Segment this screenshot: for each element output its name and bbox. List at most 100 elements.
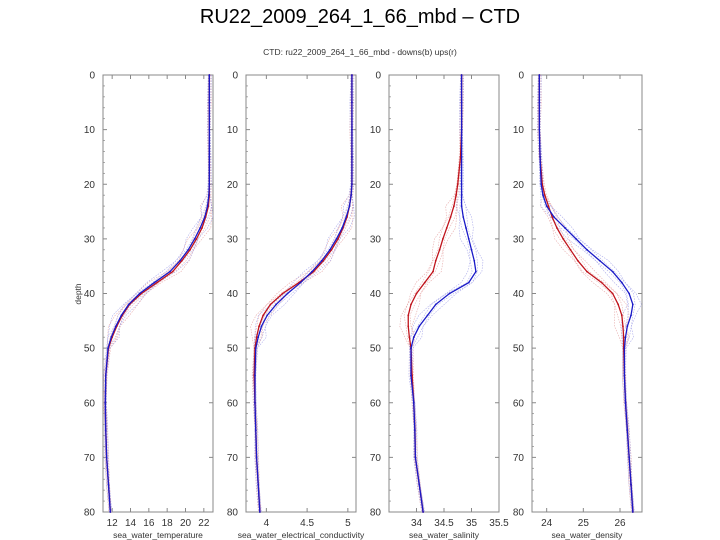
series-point-up	[208, 156, 211, 158]
series-point-up	[434, 303, 437, 306]
series-point-up	[169, 270, 171, 273]
y-tick-label: 20	[370, 180, 382, 191]
x-tick-label: 4.5	[300, 518, 314, 529]
series-point-up	[335, 237, 338, 240]
series-point-up	[624, 401, 627, 404]
series-point-down	[415, 292, 418, 295]
series-point-up	[470, 248, 473, 251]
series-point-up	[626, 325, 629, 328]
series-point-up	[208, 128, 211, 131]
series-line-down	[253, 75, 353, 513]
series-line-up	[104, 75, 210, 513]
series-point-up	[542, 194, 544, 197]
series-point-up	[257, 483, 260, 486]
x-tick-label: 25	[578, 518, 590, 529]
series-point-up	[623, 374, 626, 377]
series-point-up	[553, 216, 555, 218]
series-point-up	[465, 227, 467, 229]
series-point-up	[138, 292, 141, 295]
y-tick-label: 30	[513, 234, 525, 245]
series-point-up	[545, 205, 548, 208]
series-point-down	[330, 248, 333, 251]
series-point-up	[631, 511, 634, 513]
series-line-up	[410, 75, 477, 513]
series-envelope-down	[254, 74, 354, 513]
series-envelope-down	[539, 74, 635, 513]
series-point-up	[286, 292, 289, 295]
series-envelope-up	[537, 74, 633, 513]
x-axis-label: sea_water_salinity	[409, 530, 480, 540]
series-point-up	[575, 237, 577, 240]
series-point-down	[258, 325, 260, 328]
series-point-up	[467, 237, 470, 240]
series-point-up	[187, 248, 190, 251]
series-point-up	[460, 156, 463, 158]
y-tick-label: 70	[84, 453, 96, 464]
series-point-down	[408, 336, 411, 339]
series-point-up	[448, 292, 451, 295]
series-point-down	[456, 183, 459, 186]
series-point-down	[455, 194, 457, 197]
series-point-down	[255, 336, 258, 339]
series-line-up	[254, 75, 353, 513]
series-point-down	[434, 259, 437, 262]
series-point-up	[254, 374, 256, 377]
series-point-up	[564, 227, 566, 229]
series-point-up	[341, 227, 344, 229]
series-point-up	[598, 259, 601, 262]
series-point-up	[104, 401, 107, 404]
series-point-up	[467, 281, 470, 284]
series-envelope-up	[252, 74, 352, 513]
series-point-up	[107, 483, 110, 486]
series-point-up	[193, 237, 196, 240]
series-point-up	[539, 156, 541, 158]
series-point-up	[104, 374, 107, 377]
series-point-up	[462, 216, 465, 218]
panel-3: 0 10 20 30 40 50 60 70 80 34 34.5 35 35.5 sea_water_s…	[370, 71, 509, 540]
panel-2: 0 10 20 30 40 50 60 70 80 4 4.5 5sea_water_electric…	[227, 71, 365, 540]
panel-1: 0 10 20 30 40 50 60 70 80 12 14 16 18 20 22sea_water_t…	[84, 71, 214, 540]
series-point-up	[104, 429, 107, 431]
y-axis-label: depth	[73, 283, 83, 305]
series-point-down	[600, 281, 603, 284]
series-point-up	[473, 259, 476, 262]
series-point-down	[453, 205, 455, 208]
series-envelope-up	[538, 74, 633, 513]
series-point-up	[538, 128, 541, 131]
series-point-down	[262, 314, 265, 317]
series-point-up	[127, 303, 130, 306]
series-point-down	[180, 259, 183, 262]
series-point-up	[628, 456, 631, 459]
series-point-up	[114, 325, 117, 328]
series-point-up	[350, 194, 353, 197]
series-point-down	[611, 292, 614, 295]
y-tick-label: 50	[370, 344, 382, 355]
panel-frame	[531, 74, 643, 513]
series-envelope-down	[399, 74, 462, 513]
series-point-down	[337, 237, 339, 240]
series-envelope-up	[255, 74, 355, 513]
series-point-up	[538, 101, 541, 104]
series-point-up	[620, 281, 623, 284]
y-tick-label: 40	[513, 289, 525, 300]
y-tick-label: 60	[513, 398, 525, 409]
series-point-up	[208, 101, 211, 104]
series-point-up	[422, 511, 424, 513]
y-tick-label: 50	[513, 344, 525, 355]
series-point-up	[460, 183, 463, 186]
series-point-up	[414, 456, 417, 459]
x-tick-label: 35	[466, 518, 478, 529]
series-line-down	[538, 75, 634, 513]
y-tick-label: 20	[513, 180, 525, 191]
x-tick-label: 34	[411, 518, 423, 529]
y-tick-label: 60	[84, 398, 96, 409]
series-point-down	[622, 325, 624, 328]
series-line-down	[104, 75, 210, 513]
x-tick-label: 14	[125, 518, 137, 529]
series-point-up	[460, 74, 463, 76]
chart-title: CTD: ru22_2009_264_1_66_mbd - downs(b) u…	[263, 47, 457, 57]
series-point-up	[345, 216, 348, 218]
series-envelope-up	[539, 74, 642, 513]
